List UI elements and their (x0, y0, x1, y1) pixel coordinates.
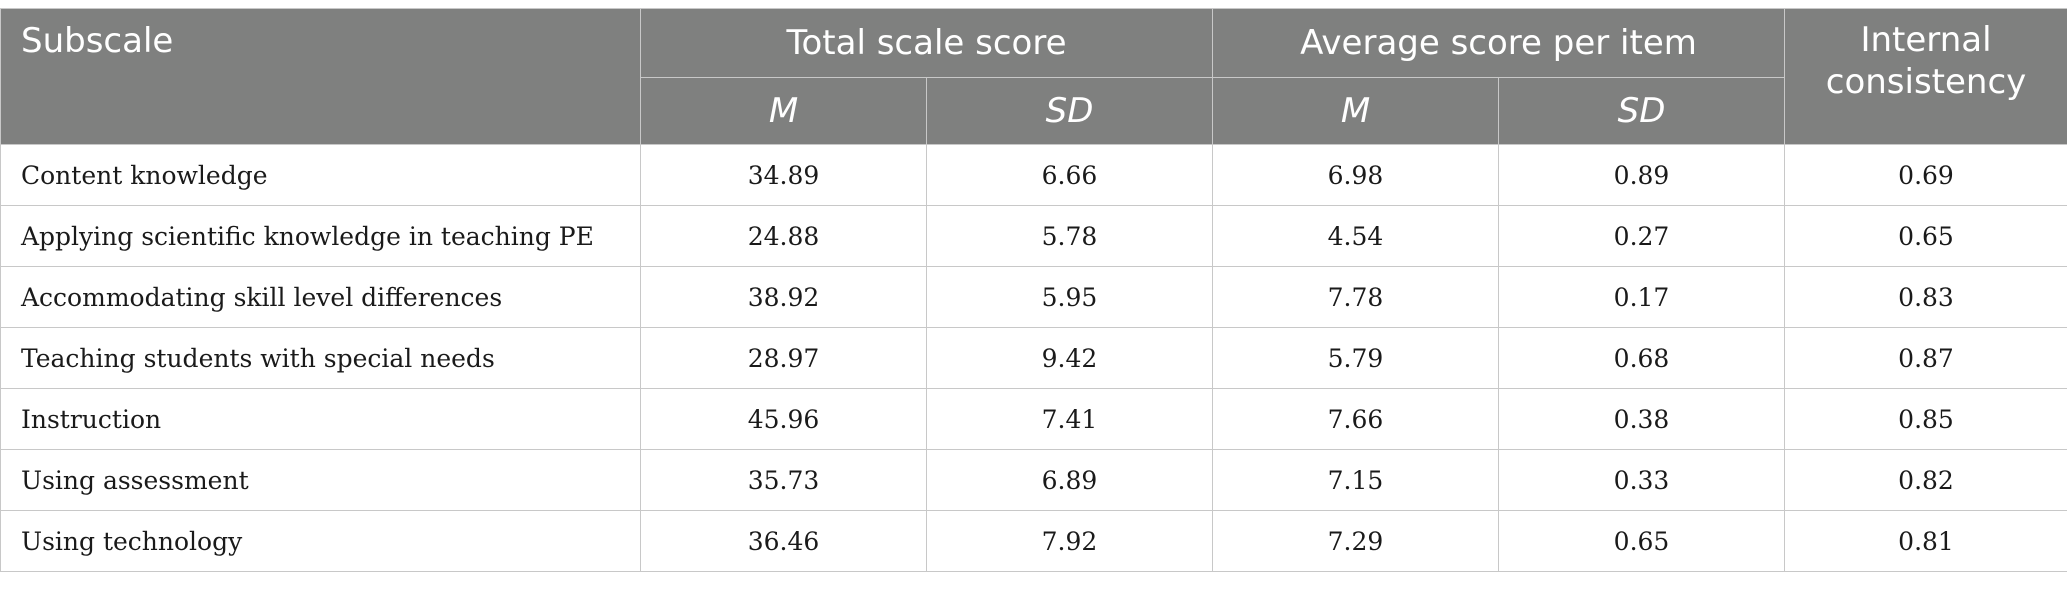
cell-avg-m: 6.98 (1212, 144, 1499, 206)
cell-total-sd: 7.41 (926, 388, 1213, 450)
cell-internal-consistency: 0.69 (1784, 144, 2067, 206)
cell-internal-consistency: 0.87 (1784, 327, 2067, 389)
cell-avg-m: 7.78 (1212, 266, 1499, 328)
cell-total-m: 45.96 (640, 388, 927, 450)
header-total-m: M (640, 77, 927, 145)
subscale-statistics-table: Subscale Total scale score Average score… (0, 8, 2067, 572)
cell-avg-m: 7.66 (1212, 388, 1499, 450)
cell-subscale: Instruction (0, 388, 641, 450)
cell-internal-consistency: 0.83 (1784, 266, 2067, 328)
table-row: Using technology 36.46 7.92 7.29 0.65 0.81 (0, 510, 2067, 572)
table-container: Subscale Total scale score Average score… (0, 8, 2067, 572)
table-row: Accommodating skill level differences 38.… (0, 266, 2067, 328)
cell-total-m: 38.92 (640, 266, 927, 328)
cell-total-sd: 6.66 (926, 144, 1213, 206)
cell-subscale: Using assessment (0, 449, 641, 511)
cell-total-m: 34.89 (640, 144, 927, 206)
table-header: Subscale Total scale score Average score… (0, 8, 2067, 145)
cell-avg-m: 5.79 (1212, 327, 1499, 389)
header-avg-m: M (1212, 77, 1499, 145)
header-total-scale-score: Total scale score (640, 8, 1213, 78)
table-row: Applying scientific knowledge in teachin… (0, 205, 2067, 267)
table-row: Using assessment 35.73 6.89 7.15 0.33 0.82 (0, 449, 2067, 511)
header-row-1: Subscale Total scale score Average score… (0, 8, 2067, 145)
table-row: Content knowledge 34.89 6.66 6.98 0.89 0.69 (0, 144, 2067, 206)
cell-avg-m: 7.29 (1212, 510, 1499, 572)
header-total-sd: SD (926, 77, 1213, 145)
cell-total-m: 35.73 (640, 449, 927, 511)
header-average-score-per-item: Average score per item (1211, 8, 1786, 78)
cell-internal-consistency: 0.81 (1784, 510, 2067, 572)
cell-avg-sd: 0.27 (1497, 205, 1786, 267)
cell-subscale: Using technology (0, 510, 641, 572)
table-row: Teaching students with special needs 28.9… (0, 327, 2067, 389)
header-subscale: Subscale (0, 8, 641, 145)
cell-total-m: 36.46 (640, 510, 927, 572)
header-row-2: M SD M SD (1, 77, 2067, 145)
cell-total-sd: 5.95 (926, 266, 1213, 328)
cell-avg-sd: 0.68 (1497, 327, 1786, 389)
cell-avg-m: 7.15 (1212, 449, 1499, 511)
cell-subscale: Applying scientific knowledge in teachin… (0, 205, 641, 267)
cell-internal-consistency: 0.85 (1784, 388, 2067, 450)
cell-total-sd: 6.89 (926, 449, 1213, 511)
cell-total-sd: 7.92 (926, 510, 1213, 572)
header-internal-consistency: Internal consistency (1784, 8, 2067, 145)
cell-subscale: Content knowledge (0, 144, 641, 206)
cell-avg-sd: 0.33 (1497, 449, 1786, 511)
header-avg-sd: SD (1497, 77, 1786, 145)
cell-avg-sd: 0.38 (1497, 388, 1786, 450)
cell-total-sd: 9.42 (926, 327, 1213, 389)
cell-total-sd: 5.78 (926, 205, 1213, 267)
table-body: Content knowledge 34.89 6.66 6.98 0.89 0.69 Ap… (0, 144, 2067, 572)
cell-total-m: 28.97 (640, 327, 927, 389)
table-row: Instruction 45.96 7.41 7.66 0.38 0.85 (0, 388, 2067, 450)
cell-subscale: Accommodating skill level differences (0, 266, 641, 328)
cell-avg-sd: 0.89 (1497, 144, 1786, 206)
cell-avg-sd: 0.17 (1497, 266, 1786, 328)
cell-internal-consistency: 0.82 (1784, 449, 2067, 511)
cell-internal-consistency: 0.65 (1784, 205, 2067, 267)
cell-total-m: 24.88 (640, 205, 927, 267)
cell-subscale: Teaching students with special needs (0, 327, 641, 389)
cell-avg-sd: 0.65 (1497, 510, 1786, 572)
cell-avg-m: 4.54 (1212, 205, 1499, 267)
